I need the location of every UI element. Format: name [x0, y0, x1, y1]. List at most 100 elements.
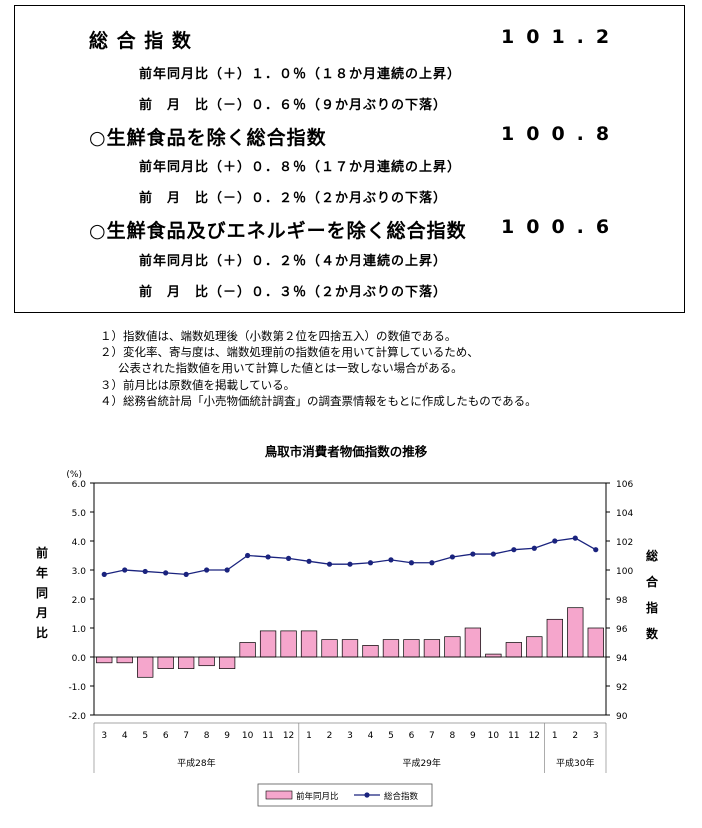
index-point [429, 560, 435, 566]
legend-bar-swatch [265, 790, 293, 800]
x-tick-label: 3 [101, 731, 107, 741]
x-tick-label: 5 [388, 731, 394, 741]
x-tick-label: 6 [409, 731, 415, 741]
x-tick-label: 1 [552, 731, 558, 741]
right-axis-tick-label: 102 [616, 538, 633, 548]
summary-box: 総 合 指 数 101.2 前年同月比（＋）１．０％（１８か月連続の上昇） 前 … [14, 5, 685, 313]
right-axis-tick-label: 98 [616, 596, 628, 606]
yoy-bar [423, 639, 441, 658]
left-axis-label-char: 月 [35, 606, 48, 620]
right-axis-tick-label: 104 [616, 509, 633, 519]
yoy-bar [178, 656, 195, 669]
left-axis-tick-label: 1.0 [72, 625, 87, 635]
index-point [142, 568, 148, 575]
yoy-bar [198, 656, 215, 667]
x-tick-label: 9 [224, 731, 230, 741]
right-axis-tick-label: 90 [616, 712, 628, 722]
x-tick-label: 5 [142, 731, 148, 741]
index-point [388, 557, 394, 563]
year-label: 平成28年 [177, 757, 215, 769]
headline-title-3: ○生鮮食品及びエネルギーを除く総合指数 [89, 220, 467, 242]
right-axis-tick-label: 100 [616, 567, 633, 577]
index-point [183, 571, 189, 577]
yoy-bar [485, 653, 502, 658]
footnote-2: ２）変化率、寄与度は、端数処理前の指数値を用いて計算しているため、 [100, 345, 479, 360]
index-point [285, 555, 292, 561]
index-point [163, 570, 169, 576]
index-point [224, 567, 230, 573]
footnote-3: ３）前月比は原数値を掲載している。 [100, 377, 296, 392]
chart-title: 鳥取市消費者物価指数の推移 [265, 444, 428, 459]
yoy-bar [567, 607, 584, 658]
x-tick-label: 8 [204, 731, 210, 741]
yoy-bar [239, 642, 256, 658]
index-point [204, 567, 210, 573]
x-tick-label: 4 [368, 731, 374, 741]
index-point [449, 554, 455, 560]
yoy-bar [137, 656, 154, 678]
footnote-4: ４）総務省統計局「小売物価統計調査」の調査票情報をもとに作成したものである。 [100, 393, 537, 408]
yoy-bar [157, 656, 174, 669]
x-tick-label: 7 [429, 731, 435, 741]
mom-line-1: 前 月 比（－）０．６％（９か月ぶりの下落） [139, 98, 448, 113]
yoy-bar [300, 630, 318, 658]
x-tick-label: 1 [306, 731, 312, 741]
yoy-bar [587, 627, 604, 658]
x-tick-label: 6 [163, 731, 169, 741]
index-point [490, 551, 496, 557]
left-axis-tick-label: 4.0 [72, 538, 87, 548]
index-point [367, 560, 374, 566]
index-point [306, 558, 312, 564]
left-axis-tick-label: 2.0 [72, 596, 87, 606]
right-axis-label-char: 数 [646, 626, 659, 641]
left-axis-tick-label: 6.0 [72, 480, 87, 490]
x-tick-label: 10 [488, 731, 500, 741]
x-tick-label: 8 [450, 731, 456, 741]
mom-line-3: 前 月 比（－）０．３％（２か月ぶりの下落） [139, 285, 448, 300]
index-point [572, 535, 578, 541]
right-axis-tick-label: 96 [616, 625, 628, 635]
left-axis-tick-label: 0.0 [72, 654, 87, 664]
index-point [326, 561, 333, 567]
x-tick-label: 3 [593, 731, 599, 741]
yoy-bar [403, 639, 420, 658]
right-axis-tick-label: 92 [616, 683, 627, 693]
yoy-bar [218, 656, 236, 669]
right-axis-label-char: 合 [646, 574, 659, 589]
headline-title-1: 総 合 指 数 [89, 30, 192, 52]
index-point [511, 547, 517, 553]
left-axis-tick-label: 3.0 [72, 567, 87, 577]
legend-box [257, 783, 433, 807]
index-point [593, 547, 599, 553]
yoy-bar [362, 645, 379, 658]
yoy-bar [280, 630, 297, 658]
yoy-bar [259, 630, 277, 658]
x-tick-label: 12 [529, 731, 540, 741]
right-axis-label-char: 指 [646, 600, 658, 615]
yoy-bar [116, 656, 133, 664]
yoy-bar [321, 639, 338, 658]
year-label: 平成29年 [402, 757, 440, 769]
yoy-bar [96, 656, 113, 664]
headline-value-1: 101.2 [501, 26, 622, 48]
plot-area [93, 482, 607, 716]
x-tick-label: 10 [242, 731, 254, 741]
left-axis-label-char: 同 [36, 586, 48, 600]
x-tick-label: 2 [327, 731, 333, 741]
x-tick-label: 12 [283, 731, 294, 741]
left-axis-label-char: 比 [36, 625, 48, 640]
left-axis-unit: (%) [66, 470, 82, 480]
x-tick-label: 11 [508, 731, 519, 741]
headline-value-3: 100.6 [501, 216, 622, 238]
index-point [122, 567, 128, 573]
index-point [101, 571, 107, 577]
left-axis-label-char: 前 [36, 545, 48, 560]
yoy-bar [382, 639, 400, 658]
left-axis-tick-label: 5.0 [72, 509, 87, 519]
index-point [347, 561, 353, 567]
x-tick-label: 4 [122, 731, 128, 741]
index-point [552, 538, 558, 544]
x-tick-label: 2 [572, 731, 578, 741]
yoy-line-3: 前年同月比（＋）０．２％（４か月連続の上昇） [139, 254, 448, 269]
left-axis-label-char: 年 [36, 565, 48, 580]
